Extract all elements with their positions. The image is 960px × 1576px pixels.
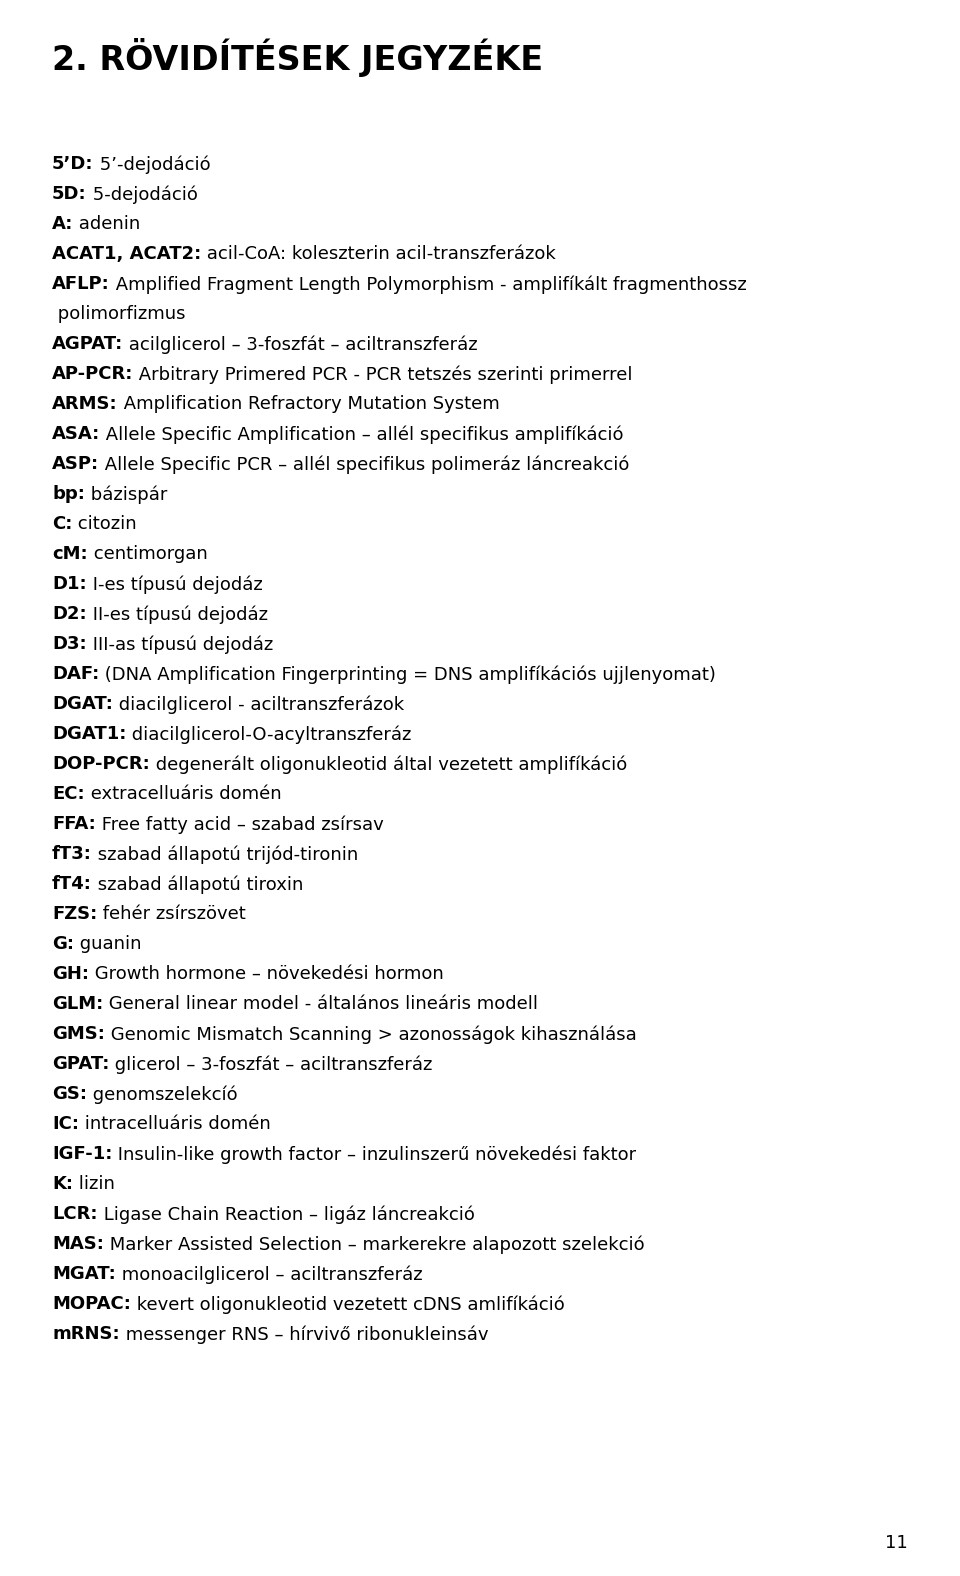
Text: genomszelekcíó: genomszelekcíó bbox=[87, 1084, 238, 1103]
Text: K:: K: bbox=[52, 1176, 73, 1193]
Text: intracelluáris domén: intracelluáris domén bbox=[79, 1114, 271, 1133]
Text: DAF:: DAF: bbox=[52, 665, 99, 682]
Text: 5-dejodáció: 5-dejodáció bbox=[86, 184, 198, 203]
Text: DGAT1:: DGAT1: bbox=[52, 725, 127, 742]
Text: acil-CoA: koleszterin acil-transzferázok: acil-CoA: koleszterin acil-transzferázok bbox=[202, 244, 556, 263]
Text: Amplification Refractory Mutation System: Amplification Refractory Mutation System bbox=[118, 396, 499, 413]
Text: FZS:: FZS: bbox=[52, 905, 97, 924]
Text: GH:: GH: bbox=[52, 965, 89, 983]
Text: LCR:: LCR: bbox=[52, 1206, 98, 1223]
Text: acilglicerol – 3-foszfát – aciltranszferáz: acilglicerol – 3-foszfát – aciltranszfer… bbox=[123, 336, 478, 353]
Text: G:: G: bbox=[52, 935, 74, 953]
Text: diacilglicerol-O-acyltranszferáz: diacilglicerol-O-acyltranszferáz bbox=[127, 725, 412, 744]
Text: Free fatty acid – szabad zsírsav: Free fatty acid – szabad zsírsav bbox=[96, 815, 383, 834]
Text: monoacilglicerol – aciltranszferáz: monoacilglicerol – aciltranszferáz bbox=[116, 1266, 422, 1283]
Text: szabad állapotú trijód-tironin: szabad állapotú trijód-tironin bbox=[92, 845, 358, 864]
Text: szabad állapotú tiroxin: szabad állapotú tiroxin bbox=[92, 875, 303, 894]
Text: Insulin-like growth factor – inzulinszerű növekedési faktor: Insulin-like growth factor – inzulinszer… bbox=[112, 1146, 636, 1163]
Text: A:: A: bbox=[52, 214, 73, 233]
Text: D1:: D1: bbox=[52, 575, 86, 593]
Text: polimorfizmus: polimorfizmus bbox=[52, 306, 185, 323]
Text: III-as típusú dejodáz: III-as típusú dejodáz bbox=[86, 635, 273, 654]
Text: fT4:: fT4: bbox=[52, 875, 92, 894]
Text: ARMS:: ARMS: bbox=[52, 396, 118, 413]
Text: Amplified Fragment Length Polymorphism - amplifíkált fragmenthossz: Amplified Fragment Length Polymorphism -… bbox=[109, 274, 747, 293]
Text: Allele Specific PCR – allél specifikus polimeráz láncreakció: Allele Specific PCR – allél specifikus p… bbox=[99, 455, 630, 473]
Text: Growth hormone – növekedési hormon: Growth hormone – növekedési hormon bbox=[89, 965, 444, 983]
Text: GS:: GS: bbox=[52, 1084, 87, 1103]
Text: adenin: adenin bbox=[73, 214, 140, 233]
Text: guanin: guanin bbox=[74, 935, 141, 953]
Text: AFLP:: AFLP: bbox=[52, 274, 109, 293]
Text: FFA:: FFA: bbox=[52, 815, 96, 834]
Text: I-es típusú dejodáz: I-es típusú dejodáz bbox=[86, 575, 262, 594]
Text: kevert oligonukleotid vezetett cDNS amlifíkáció: kevert oligonukleotid vezetett cDNS amli… bbox=[131, 1295, 564, 1313]
Text: GPAT:: GPAT: bbox=[52, 1054, 109, 1073]
Text: D3:: D3: bbox=[52, 635, 86, 652]
Text: extracelluáris domén: extracelluáris domén bbox=[84, 785, 281, 804]
Text: IC:: IC: bbox=[52, 1114, 79, 1133]
Text: ACAT1, ACAT2:: ACAT1, ACAT2: bbox=[52, 244, 202, 263]
Text: DGAT:: DGAT: bbox=[52, 695, 113, 712]
Text: 5’-dejodáció: 5’-dejodáció bbox=[93, 154, 210, 173]
Text: MGAT:: MGAT: bbox=[52, 1266, 116, 1283]
Text: D2:: D2: bbox=[52, 605, 86, 623]
Text: centimorgan: centimorgan bbox=[87, 545, 207, 563]
Text: Marker Assisted Selection – markerekre alapozott szelekció: Marker Assisted Selection – markerekre a… bbox=[104, 1236, 644, 1253]
Text: AP-PCR:: AP-PCR: bbox=[52, 366, 133, 383]
Text: General linear model - általános lineáris modell: General linear model - általános lineári… bbox=[104, 994, 539, 1013]
Text: IGF-1:: IGF-1: bbox=[52, 1146, 112, 1163]
Text: bp:: bp: bbox=[52, 485, 84, 503]
Text: (DNA Amplification Fingerprinting = DNS amplifíkációs ujjlenyomat): (DNA Amplification Fingerprinting = DNS … bbox=[99, 665, 716, 684]
Text: glicerol – 3-foszfát – aciltranszferáz: glicerol – 3-foszfát – aciltranszferáz bbox=[109, 1054, 433, 1073]
Text: degenerált oligonukleotid által vezetett amplifíkáció: degenerált oligonukleotid által vezetett… bbox=[150, 755, 627, 774]
Text: ASP:: ASP: bbox=[52, 455, 99, 473]
Text: bázispár: bázispár bbox=[84, 485, 167, 503]
Text: mRNS:: mRNS: bbox=[52, 1325, 120, 1343]
Text: AGPAT:: AGPAT: bbox=[52, 336, 123, 353]
Text: C:: C: bbox=[52, 515, 72, 533]
Text: ASA:: ASA: bbox=[52, 426, 100, 443]
Text: II-es típusú dejodáz: II-es típusú dejodáz bbox=[86, 605, 268, 624]
Text: 11: 11 bbox=[885, 1533, 908, 1552]
Text: 5’D:: 5’D: bbox=[52, 154, 93, 173]
Text: Ligase Chain Reaction – ligáz láncreakció: Ligase Chain Reaction – ligáz láncreakci… bbox=[98, 1206, 474, 1223]
Text: GMS:: GMS: bbox=[52, 1024, 105, 1043]
Text: lizin: lizin bbox=[73, 1176, 115, 1193]
Text: MAS:: MAS: bbox=[52, 1236, 104, 1253]
Text: 5D:: 5D: bbox=[52, 184, 86, 203]
Text: diacilglicerol - aciltranszferázok: diacilglicerol - aciltranszferázok bbox=[113, 695, 404, 714]
Text: MOPAC:: MOPAC: bbox=[52, 1295, 131, 1313]
Text: Genomic Mismatch Scanning > azonosságok kihasználása: Genomic Mismatch Scanning > azonosságok … bbox=[105, 1024, 636, 1043]
Text: messenger RNS – hírvivő ribonukleinsáv: messenger RNS – hírvivő ribonukleinsáv bbox=[120, 1325, 488, 1343]
Text: Arbitrary Primered PCR - PCR tetszés szerinti primerrel: Arbitrary Primered PCR - PCR tetszés sze… bbox=[133, 366, 633, 383]
Text: 2. RÖVIDÍTÉSEK JEGYZÉKE: 2. RÖVIDÍTÉSEK JEGYZÉKE bbox=[52, 38, 543, 77]
Text: GLM:: GLM: bbox=[52, 994, 104, 1013]
Text: EC:: EC: bbox=[52, 785, 84, 804]
Text: fT3:: fT3: bbox=[52, 845, 92, 864]
Text: cM:: cM: bbox=[52, 545, 87, 563]
Text: DOP-PCR:: DOP-PCR: bbox=[52, 755, 150, 772]
Text: fehér zsírszövet: fehér zsírszövet bbox=[97, 905, 246, 924]
Text: Allele Specific Amplification – allél specifikus amplifíkáció: Allele Specific Amplification – allél sp… bbox=[100, 426, 624, 443]
Text: citozin: citozin bbox=[72, 515, 137, 533]
